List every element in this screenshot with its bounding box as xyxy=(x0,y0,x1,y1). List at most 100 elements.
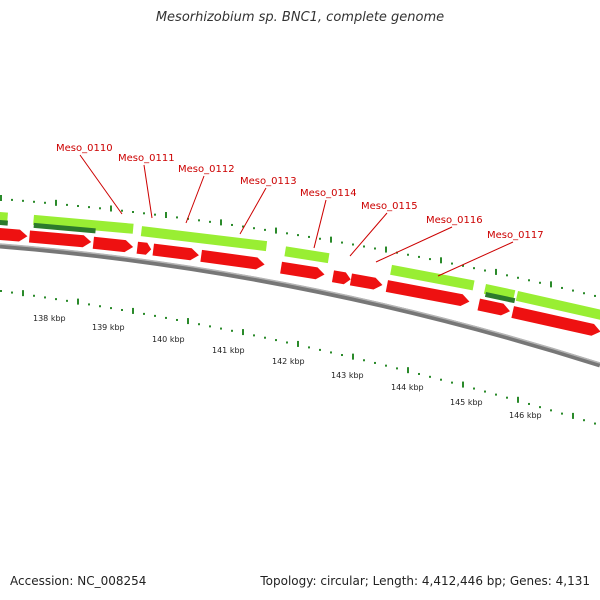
tick-mark xyxy=(495,393,497,396)
tick-mark xyxy=(253,227,255,230)
tick-mark xyxy=(33,294,35,297)
tick-mark xyxy=(231,223,233,226)
scale-tick-label: 138 kbp xyxy=(33,314,66,323)
tick-mark xyxy=(99,207,101,210)
tick-mark xyxy=(319,237,321,240)
tick-mark xyxy=(220,219,222,226)
tick-mark xyxy=(66,299,68,302)
tick-mark xyxy=(132,307,134,314)
tick-mark xyxy=(462,381,464,388)
tick-mark xyxy=(286,341,288,344)
tick-mark xyxy=(396,367,398,370)
scale-tick-label: 141 kbp xyxy=(212,346,245,355)
genome-summary-text: Topology: circular; Length: 4,412,446 bp… xyxy=(260,574,590,588)
tick-mark xyxy=(341,354,343,357)
tick-mark xyxy=(440,257,442,264)
gene-feature xyxy=(515,291,600,321)
tick-mark xyxy=(187,318,189,325)
tick-mark xyxy=(440,378,442,381)
gene-feature-dark xyxy=(0,220,8,226)
tick-mark xyxy=(484,390,486,393)
tick-mark xyxy=(385,246,387,253)
tick-mark xyxy=(517,396,519,403)
tick-mark xyxy=(209,325,211,328)
leader-line xyxy=(239,187,267,235)
gene-label: Meso_0114 xyxy=(300,188,357,199)
tick-mark xyxy=(484,269,486,272)
gene-feature-dark xyxy=(33,222,96,234)
tick-mark xyxy=(66,203,68,206)
scale-labels: 138 kbp 139 kbp 140 kbp 141 kbp 142 kbp 143 k… xyxy=(33,314,542,420)
tick-mark xyxy=(198,323,200,326)
tick-mark xyxy=(264,336,266,339)
outer-tick-row xyxy=(0,195,596,297)
tick-mark xyxy=(275,227,277,234)
tick-mark xyxy=(154,314,156,317)
tick-mark xyxy=(110,205,112,212)
genome-backbone xyxy=(0,243,600,368)
tick-mark xyxy=(242,225,244,228)
gene-labels: Meso_0110Meso_0111Meso_0112Meso_0113Meso… xyxy=(56,143,544,241)
genome-title: Mesorhizobium sp. BNC1, complete genome xyxy=(155,10,445,25)
tick-mark xyxy=(429,258,431,261)
tick-mark xyxy=(594,422,596,425)
tick-mark xyxy=(11,198,13,201)
tick-mark xyxy=(418,255,420,258)
cds-arrow xyxy=(280,261,325,280)
scale-tick-label: 145 kbp xyxy=(450,398,483,407)
tick-mark xyxy=(506,396,508,399)
tick-mark xyxy=(264,228,266,231)
scale-tick-label: 146 kbp xyxy=(509,411,542,420)
tick-mark xyxy=(473,387,475,390)
gene-feature xyxy=(284,246,330,264)
feature-track xyxy=(0,212,600,336)
tick-mark xyxy=(77,298,79,305)
tick-mark xyxy=(143,212,145,215)
tick-mark xyxy=(495,268,497,275)
scale-tick-label: 140 kbp xyxy=(152,335,185,344)
cds-arrow xyxy=(92,236,134,253)
scale-tick-label: 144 kbp xyxy=(391,383,424,392)
gene-label: Meso_0111 xyxy=(118,153,175,164)
tick-mark xyxy=(0,195,2,201)
tick-mark xyxy=(286,232,288,235)
tick-mark xyxy=(121,308,123,311)
tick-mark xyxy=(451,381,453,384)
cds-arrow xyxy=(331,270,351,285)
cds-arrow xyxy=(0,228,28,242)
genome-backbone-highlight xyxy=(0,243,600,364)
tick-mark xyxy=(363,245,365,248)
cds-arrow xyxy=(385,280,470,306)
tick-mark xyxy=(44,201,46,204)
tick-mark xyxy=(77,204,79,207)
tick-mark xyxy=(33,200,35,203)
cds-arrow xyxy=(152,243,199,261)
gene-feature xyxy=(483,283,516,301)
gene-feature xyxy=(0,212,8,223)
tick-mark xyxy=(165,212,167,219)
tick-mark xyxy=(22,199,24,202)
scale-tick-label: 142 kbp xyxy=(272,357,305,366)
tick-mark xyxy=(506,274,508,277)
tick-mark xyxy=(242,329,244,336)
cds-arrow xyxy=(511,306,600,336)
tick-mark xyxy=(429,375,431,378)
tick-mark xyxy=(121,209,123,212)
tick-mark xyxy=(44,296,46,299)
tick-mark xyxy=(374,247,376,250)
tick-mark xyxy=(110,307,112,310)
leader-line xyxy=(143,164,153,219)
gene-feature xyxy=(33,214,134,234)
gene-feature xyxy=(140,226,268,252)
gene-label: Meso_0117 xyxy=(487,230,544,241)
gene-label: Meso_0113 xyxy=(240,176,297,187)
tick-mark xyxy=(539,406,541,409)
tick-mark xyxy=(352,243,354,246)
leader-line xyxy=(437,241,514,277)
tick-mark xyxy=(550,409,552,412)
tick-mark xyxy=(88,303,90,306)
tick-mark xyxy=(594,294,596,297)
tick-mark xyxy=(253,334,255,337)
tick-mark xyxy=(385,364,387,367)
gene-label: Meso_0110 xyxy=(56,143,113,154)
